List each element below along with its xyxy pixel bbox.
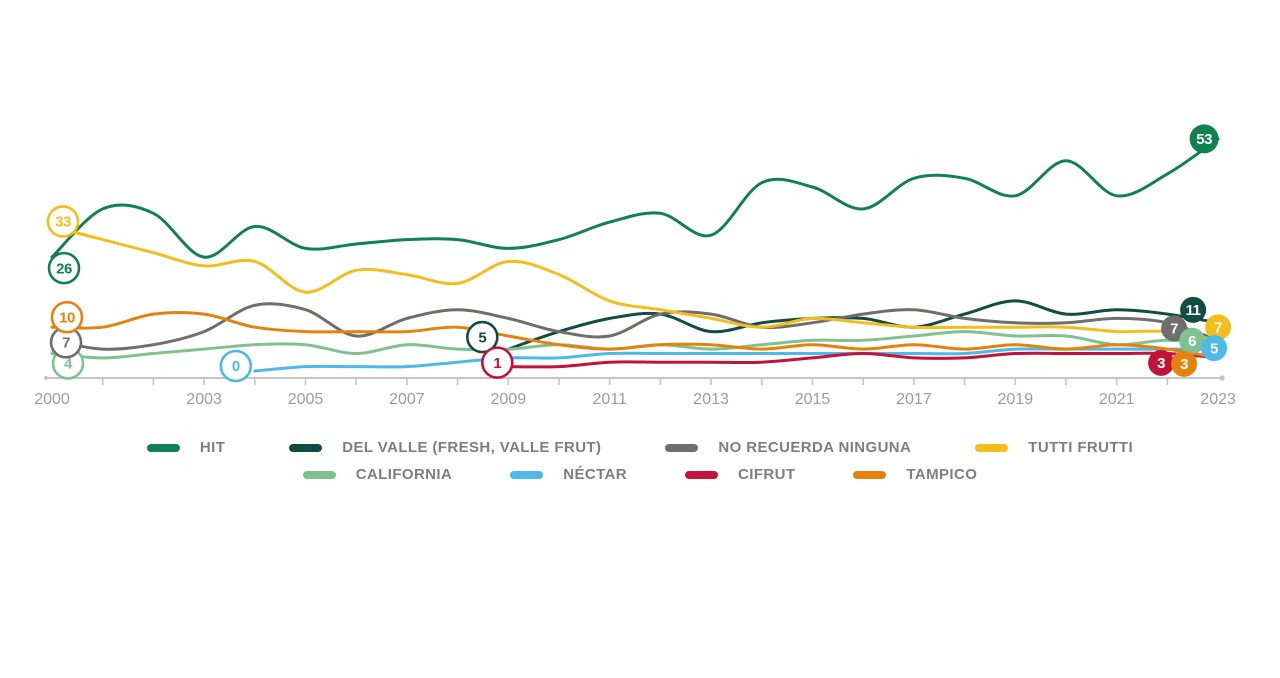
legend-item-4: CALIFORNIA bbox=[302, 466, 453, 483]
chart-legend: HIT DEL VALLE (FRESH, VALLE FRUT) NO RECUE… bbox=[0, 434, 1280, 488]
value-label: 4 bbox=[64, 356, 73, 373]
value-label: 10 bbox=[59, 309, 75, 326]
end-value-circle-6: 3 bbox=[1148, 349, 1175, 376]
x-axis-label: 2005 bbox=[288, 391, 324, 408]
legend-label: NÉCTAR bbox=[563, 466, 628, 483]
x-axis-label: 2013 bbox=[693, 391, 729, 408]
value-label: 11 bbox=[1186, 302, 1201, 319]
legend-swatch-icon bbox=[665, 443, 699, 452]
legend-swatch-icon bbox=[302, 470, 336, 479]
series-line-2 bbox=[50, 302, 1220, 351]
end-value-circle-3: 7 bbox=[1205, 314, 1232, 341]
legend-item-6: CIFRUT bbox=[685, 466, 795, 483]
legend-swatch-icon bbox=[685, 470, 719, 479]
legend-swatch-icon bbox=[510, 470, 544, 479]
value-label: 6 bbox=[1188, 333, 1196, 350]
end-value-circle-1: 11 bbox=[1180, 296, 1207, 323]
value-label: 1 bbox=[493, 355, 501, 372]
x-axis-label: 2021 bbox=[1099, 391, 1135, 408]
x-axis-label: 2000 bbox=[34, 391, 70, 408]
series-line-7 bbox=[50, 310, 1220, 360]
x-axis-label: 2003 bbox=[186, 391, 222, 408]
x-axis-label: 2007 bbox=[389, 391, 425, 408]
end-value-circle-5: 5 bbox=[1201, 335, 1228, 362]
legend-item-2: NO RECUERDA NINGUNA bbox=[665, 439, 911, 456]
value-label: 0 bbox=[232, 358, 240, 375]
start-value-circle-7: 10 bbox=[50, 300, 84, 334]
legend-swatch-icon bbox=[853, 470, 887, 479]
start-value-circle-5: 0 bbox=[219, 349, 253, 383]
legend-label: CIFRUT bbox=[738, 466, 796, 483]
legend-label: HIT bbox=[199, 439, 226, 456]
x-axis-label: 2019 bbox=[998, 391, 1034, 408]
legend-label: TAMPICO bbox=[906, 466, 978, 483]
legend-item-5: NÉCTAR bbox=[510, 466, 627, 483]
legend-swatch-icon bbox=[146, 443, 180, 452]
series-line-1 bbox=[506, 299, 1220, 351]
value-label: 33 bbox=[55, 214, 71, 231]
legend-row-1: CALIFORNIA NÉCTAR CIFRUT TAMPICO bbox=[0, 461, 1280, 488]
value-label: 7 bbox=[1170, 321, 1178, 338]
value-label: 3 bbox=[1157, 355, 1165, 372]
value-label: 5 bbox=[1210, 340, 1218, 357]
legend-label: DEL VALLE (FRESH, VALLE FRUT) bbox=[342, 439, 602, 456]
legend-row-0: HIT DEL VALLE (FRESH, VALLE FRUT) NO RECUE… bbox=[0, 434, 1280, 461]
legend-label: CALIFORNIA bbox=[355, 466, 453, 483]
legend-label: NO RECUERDA NINGUNA bbox=[718, 439, 912, 456]
legend-swatch-icon bbox=[975, 443, 1009, 452]
legend-swatch-icon bbox=[289, 443, 323, 452]
x-axis-label: 2017 bbox=[896, 391, 932, 408]
series-line-0 bbox=[50, 137, 1220, 259]
value-label: 3 bbox=[1180, 356, 1188, 373]
start-value-circle-1: 5 bbox=[465, 320, 499, 354]
x-axis-label: 2009 bbox=[491, 391, 527, 408]
start-value-circle-0: 26 bbox=[47, 251, 81, 285]
brand-awareness-line-chart: 2000 2003 2005 2007 2009 2011 2013 2015 2017 2019… bbox=[34, 124, 1236, 408]
value-label: 26 bbox=[56, 260, 72, 277]
legend-item-7: TAMPICO bbox=[853, 466, 977, 483]
x-axis-label: 2015 bbox=[795, 391, 831, 408]
end-value-circle-7: 3 bbox=[1171, 350, 1198, 377]
legend-item-3: TUTTI FRUTTI bbox=[975, 439, 1133, 456]
start-value-circle-3: 33 bbox=[46, 205, 80, 238]
legend-label: TUTTI FRUTTI bbox=[1028, 439, 1134, 456]
x-axis-label: 2023 bbox=[1200, 391, 1236, 408]
start-value-circle-6: 1 bbox=[480, 346, 514, 379]
end-value-circle-4: 6 bbox=[1179, 327, 1206, 354]
x-axis: 2000 2003 2005 2007 2009 2011 2013 2015 2017 2019… bbox=[34, 375, 1236, 408]
legend-item-0: HIT bbox=[146, 439, 226, 456]
legend-item-1: DEL VALLE (FRESH, VALLE FRUT) bbox=[289, 439, 601, 456]
start-value-circle-2: 7 bbox=[49, 326, 83, 359]
value-label: 5 bbox=[478, 329, 486, 346]
series-line-3 bbox=[50, 225, 1220, 342]
value-label: 7 bbox=[1214, 320, 1222, 337]
value-label: 7 bbox=[62, 335, 70, 352]
series-line-6 bbox=[506, 351, 1220, 369]
x-axis-label: 2011 bbox=[592, 391, 627, 408]
value-label: 53 bbox=[1196, 131, 1212, 148]
end-value-circle-0: 53 bbox=[1189, 124, 1219, 154]
